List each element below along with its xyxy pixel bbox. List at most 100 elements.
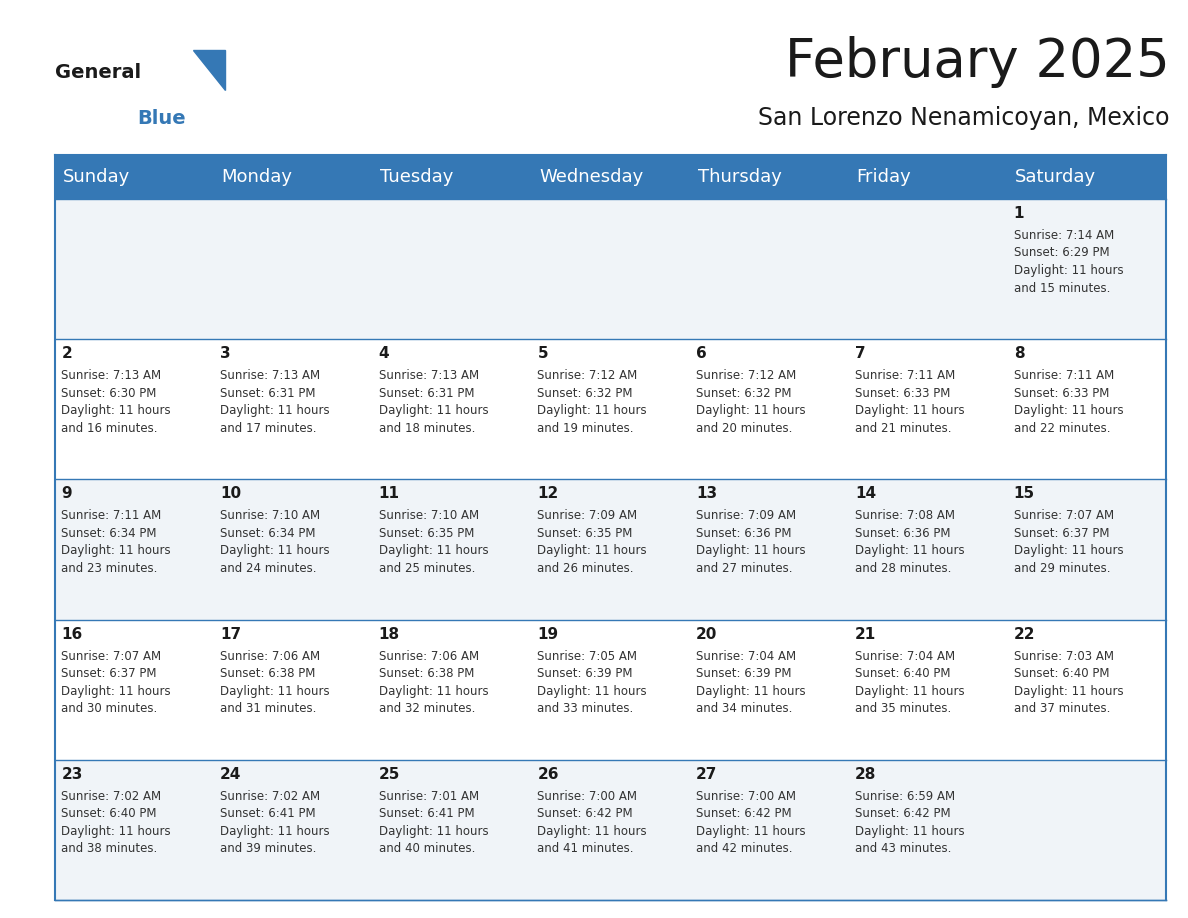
Text: Sunrise: 7:01 AM
Sunset: 6:41 PM
Daylight: 11 hours
and 40 minutes.: Sunrise: 7:01 AM Sunset: 6:41 PM Dayligh… (379, 789, 488, 856)
Text: Sunrise: 7:04 AM
Sunset: 6:39 PM
Daylight: 11 hours
and 34 minutes.: Sunrise: 7:04 AM Sunset: 6:39 PM Dayligh… (696, 650, 805, 715)
Bar (531, 620, 690, 760)
Text: 13: 13 (696, 487, 718, 501)
Bar (372, 339, 531, 479)
Text: Friday: Friday (857, 168, 911, 186)
Text: 5: 5 (537, 346, 548, 361)
Text: 11: 11 (379, 487, 400, 501)
Bar (848, 620, 1007, 760)
Text: 7: 7 (855, 346, 866, 361)
Text: 15: 15 (1013, 487, 1035, 501)
Text: Sunrise: 7:08 AM
Sunset: 6:36 PM
Daylight: 11 hours
and 28 minutes.: Sunrise: 7:08 AM Sunset: 6:36 PM Dayligh… (855, 509, 965, 575)
Text: Sunrise: 7:02 AM
Sunset: 6:40 PM
Daylight: 11 hours
and 38 minutes.: Sunrise: 7:02 AM Sunset: 6:40 PM Dayligh… (62, 789, 171, 856)
Bar (214, 479, 372, 620)
Text: Saturday: Saturday (1016, 168, 1097, 186)
Text: Sunrise: 7:09 AM
Sunset: 6:36 PM
Daylight: 11 hours
and 27 minutes.: Sunrise: 7:09 AM Sunset: 6:36 PM Dayligh… (696, 509, 805, 575)
Text: 10: 10 (220, 487, 241, 501)
Bar (55, 760, 214, 900)
Text: Sunrise: 7:14 AM
Sunset: 6:29 PM
Daylight: 11 hours
and 15 minutes.: Sunrise: 7:14 AM Sunset: 6:29 PM Dayligh… (1013, 229, 1124, 295)
Text: Sunrise: 7:13 AM
Sunset: 6:30 PM
Daylight: 11 hours
and 16 minutes.: Sunrise: 7:13 AM Sunset: 6:30 PM Dayligh… (62, 369, 171, 435)
Bar (690, 199, 848, 339)
Text: Sunrise: 7:11 AM
Sunset: 6:33 PM
Daylight: 11 hours
and 22 minutes.: Sunrise: 7:11 AM Sunset: 6:33 PM Dayligh… (1013, 369, 1124, 435)
Bar (848, 479, 1007, 620)
Bar (214, 339, 372, 479)
Text: 17: 17 (220, 627, 241, 642)
Text: Sunrise: 7:04 AM
Sunset: 6:40 PM
Daylight: 11 hours
and 35 minutes.: Sunrise: 7:04 AM Sunset: 6:40 PM Dayligh… (855, 650, 965, 715)
Text: 18: 18 (379, 627, 400, 642)
Bar (372, 479, 531, 620)
Text: 21: 21 (855, 627, 877, 642)
Bar (531, 339, 690, 479)
Bar (55, 155, 214, 199)
Bar (848, 155, 1007, 199)
Polygon shape (192, 50, 225, 90)
Bar (55, 620, 214, 760)
Bar (1007, 620, 1165, 760)
Text: Sunrise: 7:00 AM
Sunset: 6:42 PM
Daylight: 11 hours
and 41 minutes.: Sunrise: 7:00 AM Sunset: 6:42 PM Dayligh… (537, 789, 647, 856)
Bar (214, 620, 372, 760)
Text: 8: 8 (1013, 346, 1024, 361)
Bar (848, 760, 1007, 900)
Text: San Lorenzo Nenamicoyan, Mexico: San Lorenzo Nenamicoyan, Mexico (758, 106, 1170, 130)
Text: 20: 20 (696, 627, 718, 642)
Text: Sunrise: 7:13 AM
Sunset: 6:31 PM
Daylight: 11 hours
and 18 minutes.: Sunrise: 7:13 AM Sunset: 6:31 PM Dayligh… (379, 369, 488, 435)
Bar (214, 760, 372, 900)
Bar (1007, 479, 1165, 620)
Text: Sunrise: 7:13 AM
Sunset: 6:31 PM
Daylight: 11 hours
and 17 minutes.: Sunrise: 7:13 AM Sunset: 6:31 PM Dayligh… (220, 369, 330, 435)
Text: 22: 22 (1013, 627, 1035, 642)
Text: 28: 28 (855, 767, 877, 782)
Text: 25: 25 (379, 767, 400, 782)
Text: 16: 16 (62, 627, 83, 642)
Bar (690, 760, 848, 900)
Text: Monday: Monday (222, 168, 292, 186)
Text: 14: 14 (855, 487, 876, 501)
Text: 12: 12 (537, 487, 558, 501)
Text: Blue: Blue (137, 108, 185, 128)
Text: 27: 27 (696, 767, 718, 782)
Bar (55, 199, 214, 339)
Bar (848, 199, 1007, 339)
Bar (531, 155, 690, 199)
Bar (214, 155, 372, 199)
Text: Sunrise: 7:00 AM
Sunset: 6:42 PM
Daylight: 11 hours
and 42 minutes.: Sunrise: 7:00 AM Sunset: 6:42 PM Dayligh… (696, 789, 805, 856)
Bar (1007, 760, 1165, 900)
Bar (531, 479, 690, 620)
Bar (690, 339, 848, 479)
Text: Sunday: Sunday (63, 168, 131, 186)
Text: 3: 3 (220, 346, 230, 361)
Bar (1007, 155, 1165, 199)
Text: Wednesday: Wednesday (539, 168, 644, 186)
Bar (372, 199, 531, 339)
Bar (690, 620, 848, 760)
Text: Sunrise: 7:12 AM
Sunset: 6:32 PM
Daylight: 11 hours
and 20 minutes.: Sunrise: 7:12 AM Sunset: 6:32 PM Dayligh… (696, 369, 805, 435)
Text: 26: 26 (537, 767, 560, 782)
Text: Sunrise: 7:12 AM
Sunset: 6:32 PM
Daylight: 11 hours
and 19 minutes.: Sunrise: 7:12 AM Sunset: 6:32 PM Dayligh… (537, 369, 647, 435)
Bar (531, 199, 690, 339)
Text: Tuesday: Tuesday (380, 168, 454, 186)
Text: General: General (55, 62, 141, 82)
Bar (531, 760, 690, 900)
Text: Sunrise: 7:05 AM
Sunset: 6:39 PM
Daylight: 11 hours
and 33 minutes.: Sunrise: 7:05 AM Sunset: 6:39 PM Dayligh… (537, 650, 647, 715)
Bar (690, 479, 848, 620)
Bar (848, 339, 1007, 479)
Text: Sunrise: 7:09 AM
Sunset: 6:35 PM
Daylight: 11 hours
and 26 minutes.: Sunrise: 7:09 AM Sunset: 6:35 PM Dayligh… (537, 509, 647, 575)
Text: Sunrise: 7:02 AM
Sunset: 6:41 PM
Daylight: 11 hours
and 39 minutes.: Sunrise: 7:02 AM Sunset: 6:41 PM Dayligh… (220, 789, 330, 856)
Bar (372, 620, 531, 760)
Bar (55, 339, 214, 479)
Text: 6: 6 (696, 346, 707, 361)
Text: Sunrise: 6:59 AM
Sunset: 6:42 PM
Daylight: 11 hours
and 43 minutes.: Sunrise: 6:59 AM Sunset: 6:42 PM Dayligh… (855, 789, 965, 856)
Text: 9: 9 (62, 487, 72, 501)
Bar (372, 155, 531, 199)
Text: 19: 19 (537, 627, 558, 642)
Text: Sunrise: 7:11 AM
Sunset: 6:34 PM
Daylight: 11 hours
and 23 minutes.: Sunrise: 7:11 AM Sunset: 6:34 PM Dayligh… (62, 509, 171, 575)
Text: Sunrise: 7:03 AM
Sunset: 6:40 PM
Daylight: 11 hours
and 37 minutes.: Sunrise: 7:03 AM Sunset: 6:40 PM Dayligh… (1013, 650, 1124, 715)
Bar (690, 155, 848, 199)
Text: Sunrise: 7:07 AM
Sunset: 6:37 PM
Daylight: 11 hours
and 30 minutes.: Sunrise: 7:07 AM Sunset: 6:37 PM Dayligh… (62, 650, 171, 715)
Text: 2: 2 (62, 346, 72, 361)
Bar (372, 760, 531, 900)
Text: Sunrise: 7:11 AM
Sunset: 6:33 PM
Daylight: 11 hours
and 21 minutes.: Sunrise: 7:11 AM Sunset: 6:33 PM Dayligh… (855, 369, 965, 435)
Text: Sunrise: 7:07 AM
Sunset: 6:37 PM
Daylight: 11 hours
and 29 minutes.: Sunrise: 7:07 AM Sunset: 6:37 PM Dayligh… (1013, 509, 1124, 575)
Text: Sunrise: 7:06 AM
Sunset: 6:38 PM
Daylight: 11 hours
and 31 minutes.: Sunrise: 7:06 AM Sunset: 6:38 PM Dayligh… (220, 650, 330, 715)
Text: 24: 24 (220, 767, 241, 782)
Bar (1007, 199, 1165, 339)
Text: 4: 4 (379, 346, 390, 361)
